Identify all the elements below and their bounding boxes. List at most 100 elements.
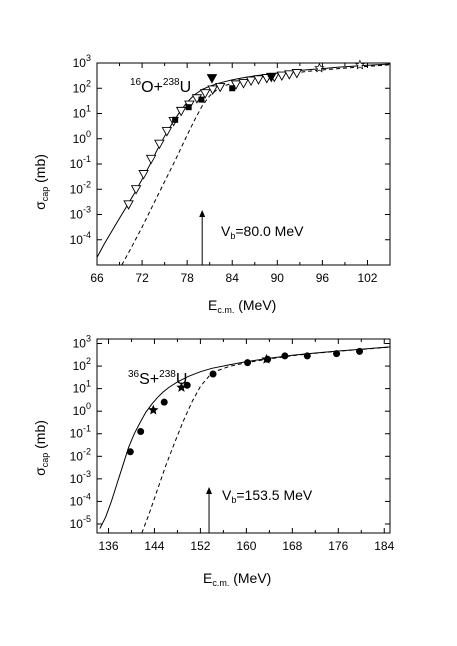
- barrier-arrow-head: [199, 210, 206, 217]
- y-tick-label: 103: [73, 334, 91, 351]
- x-tick-label: 152: [190, 539, 210, 553]
- x-tick-label: 176: [328, 539, 348, 553]
- y-tick-base: 10: [70, 517, 84, 531]
- data-point: [244, 359, 252, 367]
- y-tick-exponent: 2: [86, 78, 91, 88]
- reaction-label: 16O+238U: [130, 77, 191, 96]
- data-point: [154, 139, 165, 150]
- barrier-label: Vb=80.0 MeV: [221, 223, 304, 241]
- y-tick-base: 10: [73, 337, 87, 351]
- x-tick-label: 168: [282, 539, 302, 553]
- data-point: [314, 62, 325, 73]
- reaction-label: 36S+238U: [128, 369, 187, 388]
- y-tick-exponent: 3: [86, 53, 91, 63]
- data-point: [284, 70, 295, 80]
- data-point: [207, 85, 218, 95]
- y-tick-label: 10-4: [70, 230, 91, 247]
- y-tick-exponent: -4: [83, 230, 91, 240]
- y-tick-base: 10: [70, 427, 84, 441]
- data-point: [266, 72, 277, 83]
- data-point: [276, 71, 288, 82]
- barrier-label: Vb=153.5 MeV: [222, 487, 313, 505]
- y-tick-label: 101: [73, 379, 91, 396]
- y-tick-label: 10-3: [70, 205, 91, 222]
- y-tick-label: 10-2: [70, 179, 91, 196]
- data-point: [333, 350, 341, 358]
- x-tick-label: 90: [271, 271, 285, 285]
- y-tick-exponent: 3: [86, 334, 91, 344]
- y-tick-exponent: -5: [83, 514, 91, 524]
- data-point: [245, 76, 257, 87]
- y-tick-base: 10: [70, 182, 84, 196]
- y-tick-base: 10: [70, 472, 84, 486]
- data-point: [161, 127, 173, 137]
- y-tick-exponent: -2: [83, 446, 91, 456]
- data-point: [145, 154, 157, 165]
- data-point: [126, 448, 134, 456]
- y-tick-base: 10: [70, 208, 84, 222]
- x-tick-label: 66: [90, 271, 104, 285]
- y-tick-label: 100: [73, 401, 91, 418]
- y-tick-base: 10: [73, 81, 87, 95]
- y-tick-base: 10: [70, 157, 84, 171]
- data-point: [354, 59, 366, 70]
- data-point: [137, 427, 145, 435]
- x-axis-label: Ec.m. (MeV): [208, 297, 276, 315]
- data-point: [253, 75, 264, 85]
- y-tick-exponent: -4: [83, 491, 91, 501]
- y-tick-label: 102: [73, 78, 91, 95]
- data-point: [176, 382, 187, 392]
- y-tick-base: 10: [73, 107, 87, 121]
- x-tick-label: 78: [180, 271, 194, 285]
- x-tick-label: 72: [135, 271, 149, 285]
- y-tick-label: 10-3: [70, 469, 91, 486]
- y-tick-base: 10: [73, 56, 87, 70]
- y-axis-label: σcap (mb): [32, 420, 50, 476]
- data-point: [160, 398, 168, 406]
- y-tick-label: 10-5: [70, 514, 91, 531]
- y-tick-base: 10: [73, 132, 87, 146]
- y-tick-exponent: -2: [83, 179, 91, 189]
- data-point: [206, 74, 218, 84]
- data-point: [183, 381, 191, 389]
- data-point: [130, 185, 142, 195]
- data-point: [123, 200, 134, 210]
- y-tick-label: 101: [73, 104, 91, 121]
- y-tick-label: 102: [73, 356, 91, 373]
- data-point: [185, 104, 192, 111]
- y-tick-base: 10: [70, 494, 84, 508]
- x-tick-label: 84: [226, 271, 240, 285]
- x-tick-label: 102: [357, 271, 377, 285]
- data-point: [303, 352, 311, 360]
- panel-o16-u238: 16O+238U Ec.m. (MeV) σcap (mb) Vb=80.0 M…: [32, 53, 391, 315]
- y-tick-exponent: -3: [83, 469, 91, 479]
- data-point: [209, 370, 217, 378]
- barrier-arrow-head: [206, 487, 213, 494]
- y-tick-base: 10: [70, 233, 84, 247]
- data-point: [198, 96, 205, 103]
- y-tick-exponent: 1: [86, 379, 91, 389]
- x-tick-label: 96: [316, 271, 330, 285]
- data-point: [175, 106, 187, 117]
- y-tick-exponent: 0: [86, 129, 91, 139]
- data-point: [261, 353, 272, 364]
- data-point: [281, 352, 289, 360]
- y-tick-label: 10-2: [70, 446, 91, 463]
- x-tick-label: 136: [98, 539, 118, 553]
- y-tick-exponent: -3: [83, 205, 91, 215]
- y-tick-exponent: 1: [86, 104, 91, 114]
- data-point: [214, 82, 226, 93]
- data-point: [230, 80, 242, 90]
- y-tick-exponent: 2: [86, 356, 91, 366]
- y-axis-label: σcap (mb): [32, 154, 50, 210]
- y-tick-base: 10: [73, 404, 87, 418]
- y-tick-exponent: 0: [86, 401, 91, 411]
- panel-s36-u238: 36S+238U Ec.m. (MeV) σcap (mb) Vb=153.5 …: [32, 334, 395, 588]
- y-tick-label: 10-4: [70, 491, 91, 508]
- y-tick-exponent: -1: [83, 154, 91, 164]
- data-point: [172, 116, 179, 123]
- x-tick-label: 160: [236, 539, 256, 553]
- data-point: [291, 69, 303, 79]
- y-tick-base: 10: [73, 382, 87, 396]
